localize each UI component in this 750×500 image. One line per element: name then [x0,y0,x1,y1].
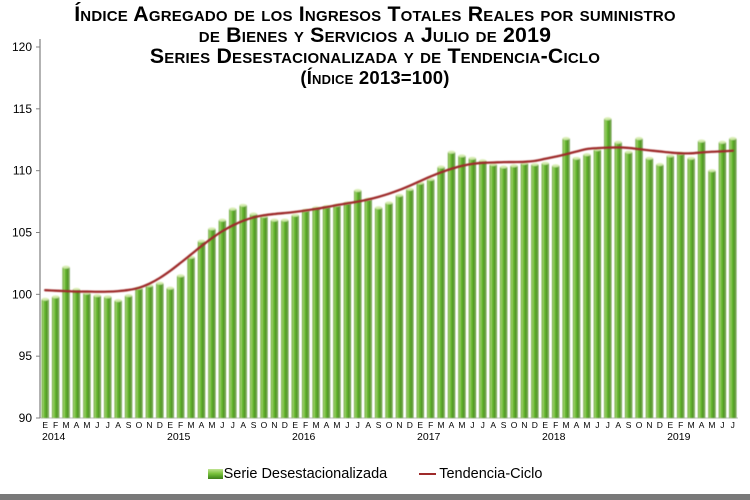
svg-text:M: M [333,420,340,430]
svg-text:J: J [345,420,349,430]
svg-text:S: S [626,420,632,430]
svg-text:D: D [282,420,288,430]
svg-text:N: N [521,420,527,430]
svg-text:F: F [178,420,183,430]
svg-text:J: J [606,420,610,430]
svg-text:A: A [115,420,121,430]
svg-text:S: S [376,420,382,430]
svg-text:M: M [438,420,445,430]
svg-text:E: E [417,420,423,430]
svg-text:A: A [615,420,621,430]
svg-text:120: 120 [12,40,32,54]
svg-text:J: J [481,420,485,430]
svg-text:M: M [208,420,215,430]
svg-text:A: A [240,420,246,430]
svg-text:O: O [136,420,143,430]
svg-text:N: N [271,420,277,430]
svg-text:100: 100 [12,287,32,301]
svg-text:95: 95 [19,349,33,363]
svg-text:F: F [428,420,433,430]
svg-text:J: J [95,420,99,430]
svg-text:M: M [583,420,590,430]
svg-text:E: E [542,420,548,430]
svg-text:O: O [261,420,268,430]
svg-text:E: E [667,420,673,430]
svg-text:M: M [688,420,695,430]
svg-text:N: N [146,420,152,430]
svg-text:E: E [292,420,298,430]
svg-text:O: O [386,420,393,430]
svg-text:E: E [42,420,48,430]
svg-text:E: E [167,420,173,430]
svg-text:J: J [731,420,735,430]
svg-text:A: A [74,420,80,430]
svg-text:105: 105 [12,226,32,240]
svg-text:S: S [126,420,132,430]
svg-text:D: D [407,420,413,430]
svg-text:J: J [470,420,474,430]
svg-text:J: J [720,420,724,430]
svg-text:2018: 2018 [542,431,566,443]
svg-text:M: M [458,420,465,430]
svg-text:M: M [563,420,570,430]
svg-text:N: N [396,420,402,430]
svg-text:A: A [449,420,455,430]
svg-text:M: M [313,420,320,430]
svg-text:2014: 2014 [42,431,66,443]
svg-text:2015: 2015 [167,431,191,443]
svg-text:A: A [490,420,496,430]
svg-text:M: M [62,420,69,430]
svg-text:F: F [553,420,558,430]
svg-text:M: M [708,420,715,430]
svg-text:90: 90 [19,411,33,425]
svg-text:M: M [83,420,90,430]
svg-text:O: O [511,420,518,430]
svg-text:2019: 2019 [667,431,691,443]
svg-text:S: S [501,420,507,430]
svg-text:O: O [636,420,643,430]
svg-text:J: J [356,420,360,430]
svg-text:N: N [646,420,652,430]
svg-text:J: J [231,420,235,430]
svg-text:A: A [199,420,205,430]
svg-text:F: F [303,420,308,430]
svg-text:J: J [595,420,599,430]
svg-text:A: A [699,420,705,430]
svg-text:F: F [53,420,58,430]
svg-text:D: D [157,420,163,430]
svg-text:A: A [324,420,330,430]
svg-text:A: A [574,420,580,430]
svg-text:2017: 2017 [417,431,441,443]
svg-text:S: S [251,420,257,430]
svg-text:J: J [106,420,110,430]
svg-text:J: J [220,420,224,430]
svg-text:115: 115 [13,102,32,116]
svg-text:M: M [188,420,195,430]
svg-text:110: 110 [13,164,32,178]
svg-text:A: A [365,420,371,430]
svg-text:D: D [532,420,538,430]
svg-text:2016: 2016 [292,431,316,443]
svg-text:D: D [657,420,663,430]
svg-text:F: F [678,420,683,430]
